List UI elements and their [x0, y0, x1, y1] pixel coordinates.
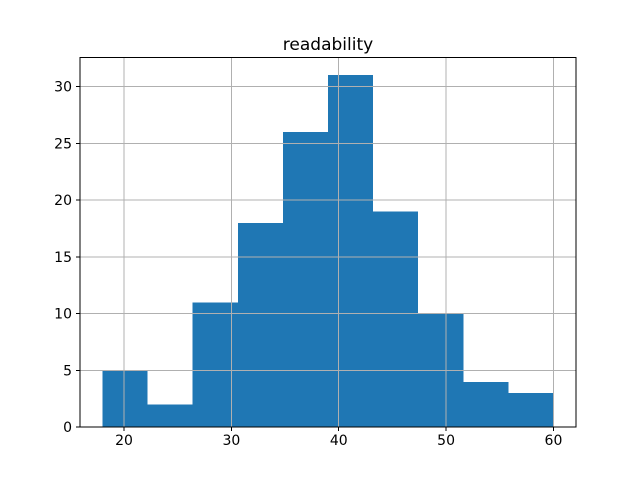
histogram-bar	[373, 211, 419, 428]
y-tick-label: 25	[54, 136, 72, 152]
axes-layer	[76, 57, 577, 432]
x-tick-label: 20	[115, 433, 133, 449]
y-tick-label: 15	[54, 250, 72, 266]
x-tick-label: 60	[545, 433, 563, 449]
chart-title: readability	[283, 35, 373, 55]
x-tick-label: 50	[437, 433, 455, 449]
axes-frame	[79, 57, 577, 428]
histogram-bar	[282, 131, 328, 428]
histogram-bar	[237, 222, 283, 428]
y-tick-label: 30	[54, 80, 72, 96]
y-tick-label: 0	[63, 420, 72, 436]
x-tick-label: 30	[222, 433, 240, 449]
histogram-bar	[463, 381, 509, 428]
histogram-bar	[102, 370, 148, 428]
histogram-bar	[192, 302, 238, 428]
y-tick-label: 5	[63, 363, 72, 379]
tick-label-layer: 20 30 40 50 60 0 5 10 15 20 25 30	[54, 80, 562, 450]
histogram-bar	[508, 393, 554, 428]
y-tick-label: 20	[54, 193, 72, 209]
histogram-bar	[328, 75, 374, 428]
bars-layer	[102, 75, 554, 428]
histogram-bar	[147, 404, 193, 428]
x-tick-label: 40	[330, 433, 348, 449]
y-tick-label: 10	[54, 307, 72, 323]
